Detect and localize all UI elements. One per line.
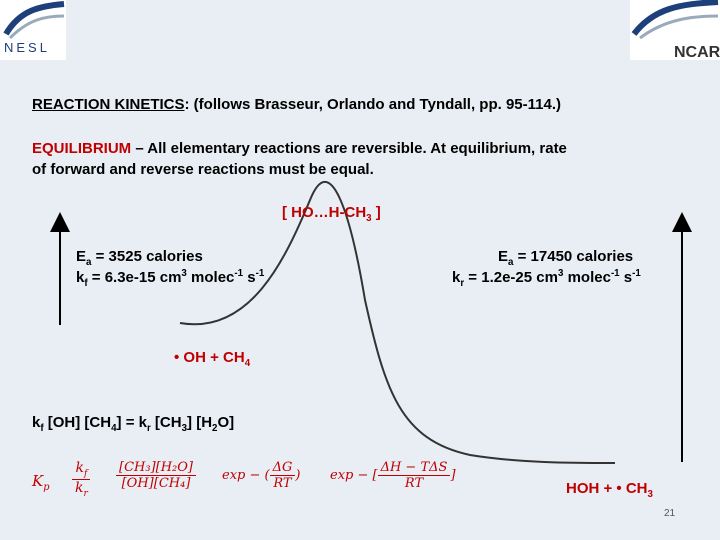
fwd-ea-label: E xyxy=(76,248,87,265)
energy-curve xyxy=(179,180,616,464)
ts-sub: 3 xyxy=(366,213,372,224)
eq-s4: 3 xyxy=(181,423,188,434)
reactants-text: • OH + CH xyxy=(174,349,245,366)
kp-text: K xyxy=(32,472,44,490)
free-energy-expression: exp − (ΔG RT) xyxy=(222,460,301,491)
nesl-logo-text: NESL xyxy=(4,40,50,55)
equilibrium-line-1: EQUILIBRIUM – All elementary reactions a… xyxy=(32,140,567,157)
eq-s5: 2 xyxy=(212,423,218,434)
products-sub: 3 xyxy=(647,489,653,500)
products-label: HOH + • CH3 xyxy=(566,480,653,500)
rev-ea-label: E xyxy=(498,248,509,265)
rev-k-exp2: -1 xyxy=(610,268,620,279)
forward-activation-energy: Ea = 3525 calories xyxy=(76,248,203,268)
equilibrium-equation: kf [OH] [CH4] = kr [CH3] [H2O] xyxy=(32,414,234,434)
rev-ea-sub: a xyxy=(508,257,514,268)
rev-k-exp3: -1 xyxy=(632,268,641,279)
exp1-num: ΔG xyxy=(269,460,296,476)
reverse-activation-energy: Ea = 17450 calories xyxy=(498,248,633,268)
fwd-k-exp1: 3 xyxy=(181,268,187,279)
rev-k-value: = 1.2e-25 cm xyxy=(464,269,558,286)
fwd-k-exp2: -1 xyxy=(234,268,244,279)
exp2-prefix: exp − [ xyxy=(330,468,378,483)
heading-rest: : (follows Brasseur, Orlando and Tyndall… xyxy=(184,96,561,113)
rev-k-sub: r xyxy=(460,278,465,289)
kf-num: k xyxy=(75,460,84,476)
fwd-k-unit: molec xyxy=(186,269,235,286)
rev-ea-value: = 17450 calories xyxy=(513,248,634,265)
equilibrium-text-1: – All elementary reactions are reversibl… xyxy=(131,140,567,157)
rev-k-label: k xyxy=(452,269,461,286)
eq-p5: ] [H xyxy=(187,414,213,431)
eq-p1: k xyxy=(32,414,41,431)
exp2-num: ΔH − TΔS xyxy=(377,460,451,476)
nesl-logo: NESL xyxy=(0,0,66,60)
exp1-den: RT xyxy=(273,476,292,491)
reverse-rate-constant: kr = 1.2e-25 cm3 molec-1 s-1 xyxy=(452,268,641,289)
ts-text: [ HO…H-CH xyxy=(282,204,367,221)
eq-s2: 4 xyxy=(111,423,117,434)
eq-p2: [OH] [CH xyxy=(43,414,112,431)
fwd-k-value: = 6.3e-15 cm xyxy=(87,269,182,286)
eq-s3: r xyxy=(146,423,151,434)
exp1-prefix: exp − xyxy=(222,468,261,483)
heading-title: REACTION KINETICS xyxy=(32,96,185,113)
rate-ratio: kf kr xyxy=(72,460,91,499)
kr-den-sub: r xyxy=(83,488,88,499)
fwd-ea-value: = 3525 calories xyxy=(91,248,203,265)
conc-num: [CH₃][H₂O] xyxy=(116,460,196,476)
kp-sub: p xyxy=(43,482,50,493)
exp2-suffix: ] xyxy=(450,468,456,483)
ncar-swoosh-icon xyxy=(631,0,719,40)
forward-rate-constant: kf = 6.3e-15 cm3 molec-1 s-1 xyxy=(76,268,264,289)
equilibrium-label: EQUILIBRIUM xyxy=(32,140,132,157)
exp2-den: RT xyxy=(404,476,424,491)
eq-p3: ] = k xyxy=(116,414,147,431)
page-number: 21 xyxy=(664,508,676,519)
kf-num-sub: f xyxy=(83,468,88,479)
fwd-k-s: s xyxy=(243,269,256,286)
kr-den: k xyxy=(75,479,84,496)
concentration-ratio: [CH₃][H₂O] [OH][CH₄] xyxy=(116,460,196,491)
enthalpy-entropy-expression: exp − [ΔH − TΔS RT] xyxy=(330,460,456,491)
equilibrium-line-2: of forward and reverse reactions must be… xyxy=(32,161,374,178)
transition-state-label: [ HO…H-CH3 ] xyxy=(282,204,381,224)
ts-close: ] xyxy=(371,204,381,221)
rev-k-s: s xyxy=(619,269,633,286)
rev-k-exp1: 3 xyxy=(557,268,564,279)
eq-p6: O] xyxy=(217,414,235,431)
products-text: HOH + • CH xyxy=(566,480,648,497)
ncar-logo-text: NCAR xyxy=(674,44,720,61)
eq-p4: [CH xyxy=(150,414,182,431)
slide-heading: REACTION KINETICS: (follows Brasseur, Or… xyxy=(32,96,561,113)
reactants-label: • OH + CH4 xyxy=(174,349,250,369)
ncar-logo: NCAR xyxy=(630,0,720,61)
nesl-swoosh-icon xyxy=(3,1,65,40)
eq-s1: f xyxy=(40,423,44,434)
fwd-ea-sub: a xyxy=(86,257,92,268)
rev-k-unit: molec xyxy=(563,269,611,286)
fwd-k-label: k xyxy=(76,269,85,286)
reactants-sub: 4 xyxy=(244,358,251,369)
conc-den: [OH][CH₄] xyxy=(121,476,191,491)
fwd-k-sub: f xyxy=(84,278,88,289)
fwd-k-exp3: -1 xyxy=(255,268,265,279)
kp-symbol: Kp xyxy=(32,472,49,493)
